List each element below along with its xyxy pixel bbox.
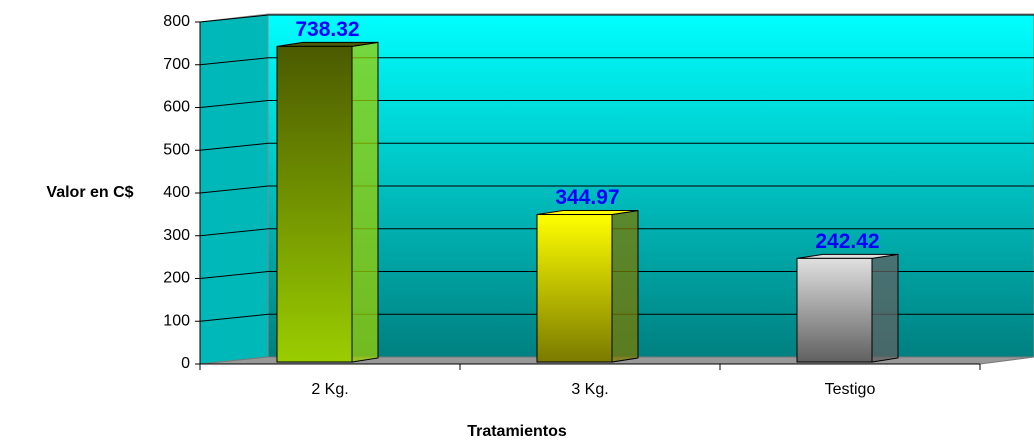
y-tick-label: 600 xyxy=(163,99,190,116)
x-axis-ticks xyxy=(199,364,981,370)
data-label: 344.97 xyxy=(555,186,619,209)
y-axis-title: Valor en C$ xyxy=(46,184,133,201)
y-tick-label: 500 xyxy=(163,141,190,158)
grid-line xyxy=(199,185,1034,194)
x-tick-label: Testigo xyxy=(825,381,876,398)
grid-line xyxy=(199,57,1034,66)
bar-side xyxy=(871,253,899,363)
x-tick-label: 3 Kg. xyxy=(571,381,608,398)
y-tick-label: 0 xyxy=(181,355,190,372)
grid-line xyxy=(199,271,1034,279)
y-tick-label: 300 xyxy=(163,227,190,244)
grid-line xyxy=(199,100,1034,108)
y-tick-label: 400 xyxy=(163,184,190,201)
bar xyxy=(276,45,353,363)
grid-line xyxy=(199,228,1034,237)
x-axis-title: Tratamientos xyxy=(467,423,567,440)
grid-line xyxy=(199,313,1034,322)
y-tick-label: 700 xyxy=(163,56,190,73)
x-tick-label: 2 Kg. xyxy=(311,381,348,398)
data-label: 738.32 xyxy=(295,18,359,41)
bar xyxy=(796,257,873,363)
grid-line xyxy=(199,14,1034,23)
bar xyxy=(536,214,613,363)
data-label: 242.42 xyxy=(815,230,879,253)
y-tick-label: 200 xyxy=(163,270,190,287)
bar-side xyxy=(611,209,639,363)
grid-line xyxy=(199,142,1034,151)
y-tick-label: 800 xyxy=(163,13,190,30)
bar-side xyxy=(351,41,379,363)
y-tick-label: 100 xyxy=(163,312,190,329)
